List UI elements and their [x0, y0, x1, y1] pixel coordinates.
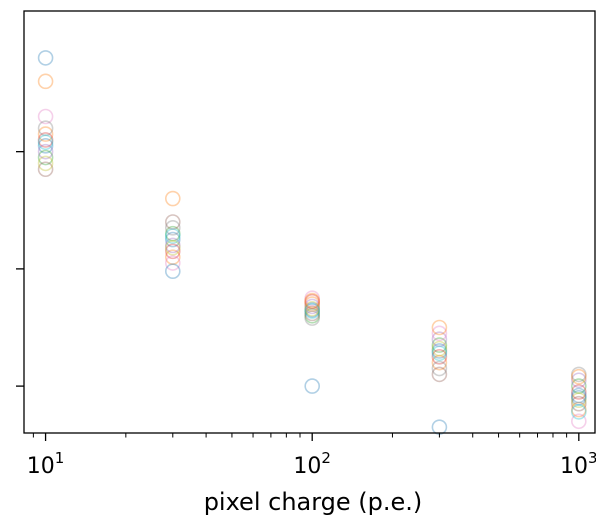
- data-point: [571, 401, 587, 418]
- data-point: [37, 155, 54, 172]
- data-point: [37, 134, 54, 151]
- data-point: [431, 331, 448, 348]
- data-point: [571, 392, 587, 408]
- data-point: [571, 368, 587, 385]
- data-point: [571, 404, 587, 420]
- data-point: [164, 249, 181, 265]
- data-point: [304, 292, 321, 309]
- x-tick-label: 103: [560, 449, 596, 479]
- data-point: [431, 419, 448, 435]
- data-point: [431, 366, 448, 383]
- data-point: [571, 384, 587, 400]
- data-point: [37, 161, 54, 178]
- data-point: [431, 325, 448, 342]
- data-point: [431, 349, 448, 365]
- data-point: [164, 225, 181, 242]
- data-point: [164, 190, 181, 207]
- data-point: [37, 132, 54, 148]
- data-point: [164, 263, 181, 280]
- data-point: [571, 390, 587, 406]
- data-point: [571, 395, 587, 412]
- plot-frame: [23, 10, 596, 434]
- data-point: [37, 120, 54, 137]
- data-point: [571, 378, 587, 394]
- x-tick-label: 101: [27, 449, 65, 479]
- data-point: [37, 143, 54, 160]
- data-point: [304, 302, 321, 318]
- data-point: [304, 293, 321, 310]
- data-point: [37, 149, 54, 166]
- data-point: [571, 366, 587, 383]
- data-point: [164, 231, 181, 248]
- data-point: [431, 337, 448, 353]
- data-point: [431, 354, 448, 371]
- data-point: [37, 108, 54, 125]
- data-point: [571, 387, 587, 404]
- data-point: [431, 360, 448, 377]
- data-point: [304, 378, 321, 394]
- data-point: [164, 239, 181, 256]
- x-axis-label: pixel charge (p.e.): [204, 488, 423, 516]
- data-point: [37, 50, 54, 66]
- x-tick-label: 102: [293, 449, 331, 479]
- data-point: [304, 307, 321, 324]
- data-point: [431, 345, 448, 362]
- data-point: [37, 138, 54, 154]
- data-point: [304, 305, 321, 322]
- data-point: [571, 372, 587, 389]
- x-axis-ticks: 101 102 103: [27, 433, 596, 479]
- data-point: [164, 255, 181, 271]
- data-point: [164, 228, 181, 244]
- data-point: [304, 303, 321, 319]
- data-point: [164, 243, 181, 260]
- data-point: [304, 290, 321, 306]
- data-point: [304, 300, 321, 317]
- data-point: [164, 214, 181, 230]
- data-point: [431, 340, 448, 357]
- y-axis-ticks: [16, 151, 24, 387]
- data-point: [304, 296, 321, 312]
- data-point: [37, 73, 54, 90]
- data-points: [37, 50, 587, 435]
- data-point: [164, 237, 181, 254]
- data-point: [431, 319, 448, 336]
- data-point: [304, 298, 321, 315]
- data-point: [164, 220, 181, 236]
- data-point: [431, 343, 448, 359]
- data-point: [37, 126, 54, 142]
- data-point: [304, 310, 321, 326]
- data-point: [571, 413, 587, 430]
